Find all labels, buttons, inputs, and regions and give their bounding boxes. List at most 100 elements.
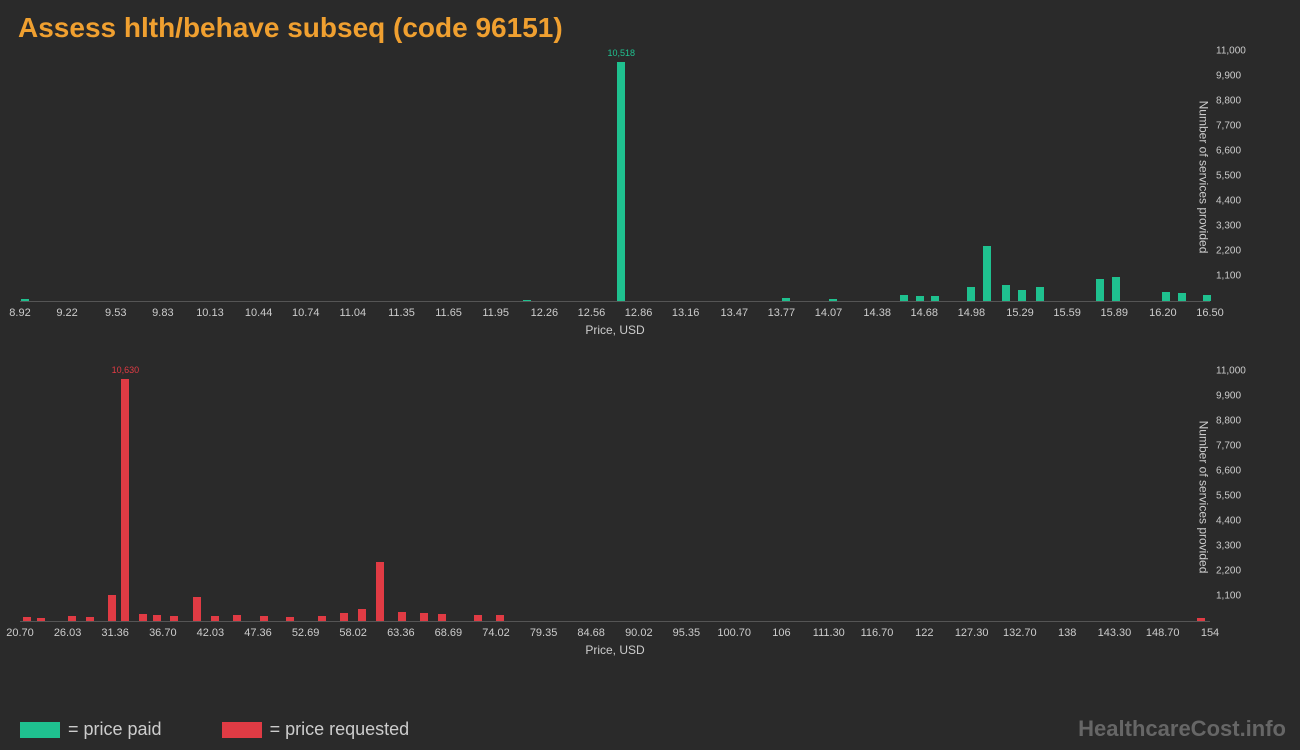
bar (23, 617, 31, 621)
xtick: 143.30 (1098, 627, 1132, 639)
xtick: 15.29 (1006, 307, 1034, 319)
xtick: 63.36 (387, 627, 415, 639)
xtick: 36.70 (149, 627, 177, 639)
xtick: 13.77 (768, 307, 796, 319)
legend-label: = price paid (68, 719, 162, 740)
xtick: 84.68 (577, 627, 605, 639)
ytick: 6,600 (1216, 466, 1260, 477)
xtick: 16.50 (1196, 307, 1224, 319)
bar (68, 616, 76, 621)
bar (358, 609, 366, 622)
bar (398, 612, 406, 621)
bar (496, 615, 504, 621)
xtick: 47.36 (244, 627, 272, 639)
xtick: 12.26 (531, 307, 559, 319)
ytick: 2,200 (1216, 566, 1260, 577)
ytick: 5,500 (1216, 491, 1260, 502)
bar (1112, 277, 1120, 301)
bar (420, 613, 428, 621)
xtick: 74.02 (482, 627, 510, 639)
bar (260, 616, 268, 621)
ytick: 3,300 (1216, 541, 1260, 552)
bar (233, 615, 241, 621)
xtick: 11.65 (435, 307, 462, 319)
xtick: 26.03 (54, 627, 82, 639)
xtick: 106 (772, 627, 790, 639)
xtick: 14.98 (958, 307, 986, 319)
xtick: 10.44 (245, 307, 273, 319)
xtick: 90.02 (625, 627, 653, 639)
bar (211, 616, 219, 621)
ytick: 1,100 (1216, 591, 1260, 602)
xtick: 79.35 (530, 627, 558, 639)
xtick: 8.92 (9, 307, 30, 319)
legend: = price paid = price requested (20, 719, 409, 740)
legend-item: = price paid (20, 719, 162, 740)
bar (983, 246, 991, 301)
bar (1002, 285, 1010, 301)
bar-label: 10,518 (608, 48, 636, 58)
xtick: 127.30 (955, 627, 989, 639)
ytick: 2,200 (1216, 246, 1260, 257)
xtick: 9.22 (56, 307, 77, 319)
xtick: 52.69 (292, 627, 320, 639)
xtick: 68.69 (435, 627, 463, 639)
xtick: 148.70 (1146, 627, 1180, 639)
xtick: 13.47 (721, 307, 749, 319)
xtick: 14.68 (911, 307, 939, 319)
xtick: 42.03 (197, 627, 225, 639)
xtick: 11.95 (482, 307, 509, 319)
ytick: 1,100 (1216, 271, 1260, 282)
bar (193, 597, 201, 621)
bar (286, 617, 294, 621)
bar (21, 299, 29, 301)
xtick: 111.30 (813, 627, 845, 639)
xtick: 20.70 (6, 627, 34, 639)
xtick: 116.70 (861, 627, 894, 639)
legend-item: = price requested (222, 719, 410, 740)
bar (967, 287, 975, 301)
ytick: 4,400 (1216, 516, 1260, 527)
bar (340, 613, 348, 621)
bar (170, 616, 178, 621)
bar (1036, 287, 1044, 301)
xtick: 9.53 (105, 307, 126, 319)
plot-paid: 8.929.229.539.8310.1310.4410.7411.0411.3… (20, 52, 1210, 302)
xtick: 13.16 (672, 307, 700, 319)
bar (1178, 293, 1186, 301)
xtick: 12.56 (578, 307, 606, 319)
bar (37, 618, 45, 621)
page-title: Assess hlth/behave subseq (code 96151) (0, 0, 1300, 52)
ylabel: Number of services provided (1197, 420, 1211, 573)
xtick: 100.70 (717, 627, 751, 639)
xtick: 9.83 (152, 307, 173, 319)
xtick: 58.02 (339, 627, 367, 639)
legend-swatch (222, 722, 262, 738)
ytick: 4,400 (1216, 196, 1260, 207)
chart-paid: 8.929.229.539.8310.1310.4410.7411.0411.3… (20, 52, 1280, 342)
bar (1203, 295, 1211, 301)
xtick: 15.59 (1053, 307, 1081, 319)
xtick: 11.35 (388, 307, 415, 319)
xtick: 10.13 (196, 307, 224, 319)
bar (121, 379, 129, 621)
bar (376, 562, 384, 621)
bar (1197, 618, 1205, 621)
ytick: 7,700 (1216, 441, 1260, 452)
xtick: 95.35 (673, 627, 701, 639)
ytick: 8,800 (1216, 416, 1260, 427)
bar (1162, 292, 1170, 301)
chart-requested: 20.7026.0331.3636.7042.0347.3652.6958.02… (20, 372, 1280, 662)
xtick: 132.70 (1003, 627, 1037, 639)
xtick: 14.38 (863, 307, 891, 319)
watermark: HealthcareCost.info (1078, 716, 1286, 742)
bar (1018, 290, 1026, 301)
ytick: 11,000 (1216, 46, 1260, 57)
ytick: 5,500 (1216, 171, 1260, 182)
ylabel: Number of services provided (1197, 100, 1211, 253)
xtick: 10.74 (292, 307, 320, 319)
xtick: 15.89 (1100, 307, 1128, 319)
chart-area: 8.929.229.539.8310.1310.4410.7411.0411.3… (20, 52, 1280, 662)
ytick: 7,700 (1216, 121, 1260, 132)
bar (1096, 279, 1104, 301)
